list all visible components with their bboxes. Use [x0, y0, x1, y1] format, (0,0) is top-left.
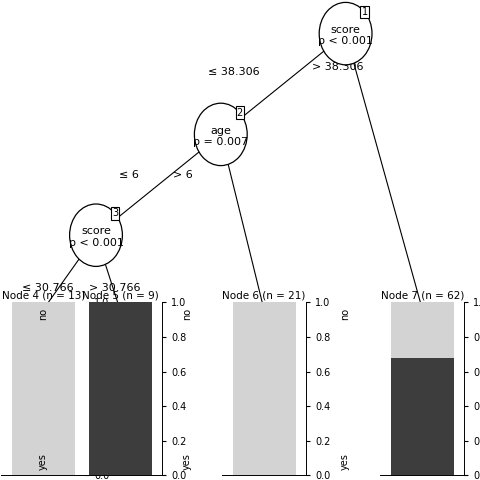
Text: > 38.306: > 38.306	[312, 62, 363, 72]
Ellipse shape	[319, 2, 372, 65]
Text: ≤ 38.306: ≤ 38.306	[207, 67, 259, 77]
Bar	[391, 358, 454, 475]
Text: yes: yes	[340, 453, 350, 470]
Text: no: no	[340, 308, 350, 320]
Text: no: no	[181, 308, 192, 320]
Text: > 6: > 6	[173, 170, 192, 180]
Text: 3: 3	[112, 208, 118, 218]
Text: Node 4 (n = 13): Node 4 (n = 13)	[1, 290, 85, 300]
Text: no: no	[37, 308, 48, 320]
Text: > 30.766: > 30.766	[89, 283, 141, 293]
Text: ≤ 6: ≤ 6	[120, 170, 139, 180]
Text: yes: yes	[181, 453, 192, 470]
Text: 1: 1	[361, 7, 368, 17]
Text: Node 5 (n = 9): Node 5 (n = 9)	[82, 290, 158, 300]
Text: 2: 2	[237, 108, 243, 118]
Text: age
p = 0.007: age p = 0.007	[193, 125, 248, 147]
Bar	[232, 302, 296, 475]
Ellipse shape	[70, 204, 122, 266]
Bar	[12, 302, 75, 475]
Ellipse shape	[194, 103, 247, 166]
Text: yes: yes	[37, 453, 48, 470]
Text: score
p < 0.001: score p < 0.001	[318, 24, 373, 47]
Text: Node 7 (n = 62): Node 7 (n = 62)	[381, 290, 464, 300]
Bar	[88, 302, 152, 475]
Text: ≤ 30.766: ≤ 30.766	[22, 283, 74, 293]
Text: score
p < 0.001: score p < 0.001	[69, 227, 123, 248]
Text: Node 6 (n = 21): Node 6 (n = 21)	[222, 290, 306, 300]
Bar	[391, 302, 454, 358]
